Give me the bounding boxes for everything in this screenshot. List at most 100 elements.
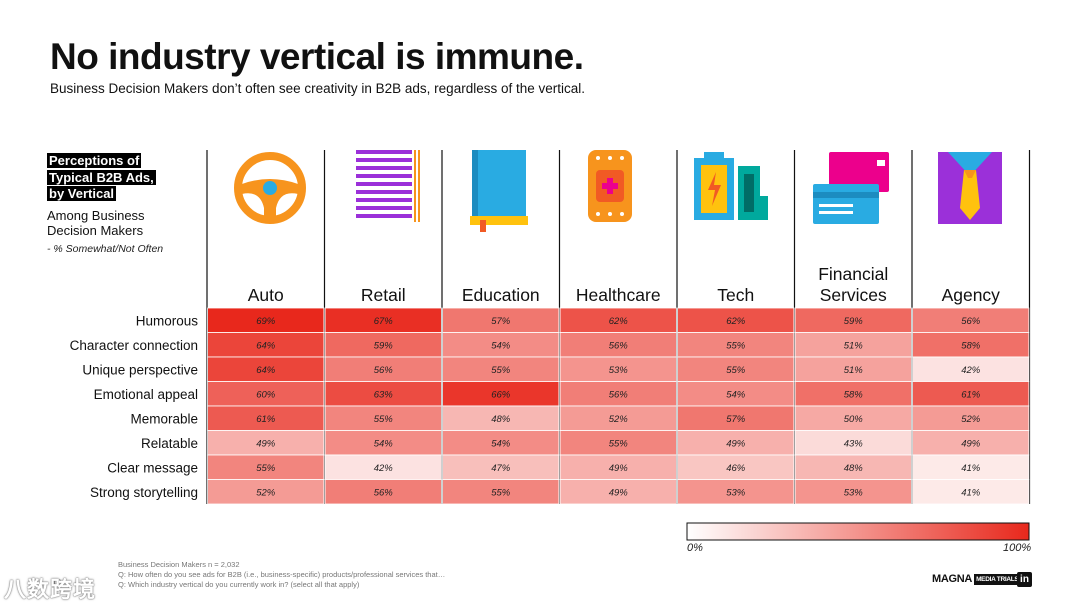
heatmap-cell — [677, 479, 795, 505]
row-label-clear-message: Clear message — [107, 460, 198, 475]
heatmap-cell — [794, 332, 912, 358]
cell-value-label: 48% — [844, 463, 864, 474]
cell-value-label: 62% — [726, 316, 746, 327]
cell-value-label: 62% — [609, 316, 629, 327]
color-scale-bar — [686, 522, 1030, 541]
cell-value-label: 67% — [374, 316, 394, 327]
heatmap-cell — [794, 307, 912, 333]
cell-value-label: 55% — [491, 487, 511, 498]
heatmap-cell — [912, 381, 1030, 407]
column-label-healthcare: Healthcare — [576, 285, 661, 305]
cell-value-label: 49% — [256, 438, 276, 449]
heatmap-cell — [794, 356, 912, 382]
cell-value-label: 52% — [609, 414, 629, 425]
cell-value-label: 55% — [609, 438, 629, 449]
cell-value-label: 59% — [374, 340, 394, 351]
cell-value-label: 48% — [491, 414, 511, 425]
cell-value-label: 56% — [609, 340, 629, 351]
cell-value-label: 54% — [374, 438, 394, 449]
heatmap-cell — [794, 430, 912, 456]
barcode-icon — [356, 150, 420, 222]
cell-value-label: 55% — [491, 365, 511, 376]
cell-value-label: 64% — [256, 340, 276, 351]
page-title: No industry vertical is immune. — [50, 36, 584, 77]
heatmap-cell — [324, 356, 442, 382]
heatmap-cell — [207, 479, 325, 505]
heatmap-cell — [912, 405, 1030, 431]
cell-value-label: 69% — [256, 316, 276, 327]
heatmap-cell — [207, 430, 325, 456]
steering-wheel-icon — [234, 152, 306, 224]
cell-value-label: 63% — [374, 389, 394, 400]
cell-value-label: 53% — [844, 487, 864, 498]
heatmap-cell — [912, 356, 1030, 382]
heatmap-cell — [324, 307, 442, 333]
heatmap-cell — [207, 307, 325, 333]
cell-value-label: 51% — [844, 365, 864, 376]
population-label: Among Business Decision Makers — [47, 207, 145, 238]
row-label-emotional-appeal: Emotional appeal — [94, 387, 198, 402]
footnote-sample: Business Decision Makers n = 2,032 — [118, 560, 240, 569]
cell-value-label: 54% — [491, 340, 511, 351]
cell-value-label: 55% — [726, 340, 746, 351]
chart-heading: Perceptions of Typical B2B Ads, by Verti… — [47, 153, 156, 201]
column-label-financial-services: Services — [820, 285, 887, 305]
brand-badge: MEDIA TRIALS — [974, 573, 1021, 585]
cell-value-label: 47% — [491, 463, 511, 474]
cell-value-label: 49% — [609, 463, 629, 474]
row-label-relatable: Relatable — [141, 436, 198, 451]
cell-value-label: 50% — [844, 414, 864, 425]
cell-value-label: 41% — [961, 463, 981, 474]
column-label-agency: Agency — [942, 285, 1001, 305]
linkedin-icon: in — [1017, 572, 1032, 587]
row-label-character-connection: Character connection — [70, 338, 198, 353]
cell-value-label: 55% — [256, 463, 276, 474]
heatmap-cell — [559, 454, 677, 480]
credit-card-icon — [813, 152, 889, 224]
battery-icon — [694, 152, 768, 220]
cell-value-label: 52% — [256, 487, 276, 498]
cell-value-label: 43% — [844, 438, 864, 449]
cell-value-label: 57% — [726, 414, 746, 425]
heatmap-cell — [559, 479, 677, 505]
bandage-icon — [588, 150, 632, 222]
watermark: 八数跨境 — [4, 577, 97, 602]
heatmap-cell — [324, 454, 442, 480]
heatmap-cell — [324, 405, 442, 431]
heatmap-cell — [559, 381, 677, 407]
heatmap-cell — [677, 454, 795, 480]
cell-value-label: 49% — [726, 438, 746, 449]
heatmap-cell — [559, 332, 677, 358]
cell-value-label: 49% — [609, 487, 629, 498]
heatmap-cell — [207, 381, 325, 407]
brand-logo: MAGNA MEDIA TRIALS — [932, 573, 1021, 585]
cell-value-label: 42% — [374, 463, 394, 474]
cell-value-label: 60% — [256, 389, 276, 400]
heatmap-cell — [207, 405, 325, 431]
heatmap-cell — [442, 479, 560, 505]
cell-value-label: 54% — [491, 438, 511, 449]
measure-note: - % Somewhat/Not Often — [47, 242, 164, 255]
row-label-strong-storytelling: Strong storytelling — [90, 485, 198, 500]
cell-value-label: 56% — [374, 487, 394, 498]
row-label-humorous: Humorous — [136, 313, 199, 328]
cell-value-label: 55% — [374, 414, 394, 425]
heatmap-cell — [912, 307, 1030, 333]
chart-description: Perceptions of Typical B2B Ads, by Verti… — [47, 153, 197, 255]
column-label-retail: Retail — [361, 285, 406, 305]
book-icon — [470, 150, 528, 232]
heatmap-cell — [442, 405, 560, 431]
row-label-unique-perspective: Unique perspective — [82, 362, 198, 377]
column-label-tech: Tech — [717, 285, 754, 305]
cell-value-label: 58% — [961, 340, 981, 351]
cell-value-label: 53% — [609, 365, 629, 376]
heatmap-cell — [912, 332, 1030, 358]
heatmap-cell — [442, 454, 560, 480]
heatmap-cell — [794, 479, 912, 505]
scale-max-label: 100% — [1003, 542, 1032, 554]
heatmap-cell — [559, 307, 677, 333]
row-label-memorable: Memorable — [130, 411, 198, 426]
cell-value-label: 56% — [961, 316, 981, 327]
heatmap-cell — [324, 381, 442, 407]
heatmap-cell — [677, 356, 795, 382]
